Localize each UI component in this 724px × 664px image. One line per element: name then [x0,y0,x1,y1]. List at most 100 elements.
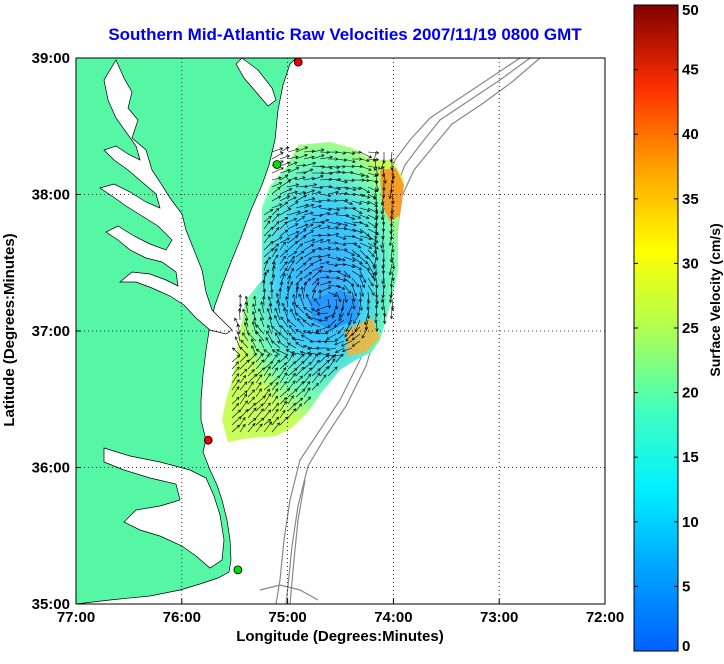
velocity-arrow [351,235,363,241]
velocity-arrow [295,403,302,412]
velocity-arrow [247,381,254,391]
chart-title: Southern Mid-Atlantic Raw Velocities 200… [108,25,582,44]
velocity-arrow [239,400,248,412]
velocity-arrow [319,280,332,286]
velocity-arrow [303,238,316,244]
velocity-arrow [270,288,274,300]
velocity-arrow [303,250,316,258]
velocity-arrow [242,332,249,342]
velocity-arrow [244,301,249,314]
velocity-arrow [343,214,356,220]
velocity-arrow [287,217,298,223]
velocity-arrow [279,397,288,405]
velocity-arrow [343,170,354,175]
velocity-arrow [303,211,314,216]
velocity-arrow [287,230,300,237]
velocity-arrow [279,409,286,419]
velocity-arrow [288,332,297,342]
y-tick-label: 39:00 [32,50,70,67]
velocity-arrow [302,330,313,335]
velocity-arrow [247,369,255,377]
velocity-arrow [279,261,288,272]
velocity-arrow [279,416,289,426]
velocity-arrow [295,397,304,405]
velocity-arrow [340,340,353,347]
velocity-arrow [303,263,314,272]
colorbar-tick-label: 35 [682,191,699,208]
velocity-arrow [271,248,278,258]
velocity-arrow [295,223,309,230]
velocity-arrow [344,326,353,338]
velocity-arrow [276,349,289,356]
velocity-arrow [303,197,316,202]
velocity-arrow [303,176,316,181]
colorbar-tick-label: 25 [682,320,699,337]
velocity-arrow [310,308,321,314]
velocity-arrow [388,235,393,247]
x-tick-label: 75:00 [268,609,306,626]
velocity-arrow [381,298,385,311]
velocity-arrow [351,249,361,258]
velocity-arrow [364,312,369,326]
velocity-arrow [263,208,274,216]
velocity-arrow [271,261,276,272]
velocity-arrow [335,191,349,196]
velocity-arrow [343,200,354,205]
velocity-arrow [239,353,249,363]
velocity-arrow [287,342,297,349]
velocity-arrow [274,307,281,321]
velocity-arrow [335,198,349,202]
velocity-arrow [295,341,305,349]
velocity-arrow [367,242,379,250]
velocity-arrow [303,373,312,384]
velocity-arrow [381,263,386,275]
velocity-arrow [279,154,290,160]
velocity-arrow [380,235,385,249]
velocity-arrow [327,256,342,262]
velocity-arrow [382,312,387,325]
velocity-arrow [287,395,294,405]
velocity-arrow [345,333,353,342]
velocity-arrow [271,422,281,433]
velocity-arrow [263,421,272,433]
velocity-arrow [303,217,316,223]
velocity-arrow [335,242,347,247]
velocity-arrow [287,190,298,195]
velocity-arrow [255,395,266,405]
velocity-arrow [263,215,272,223]
velocity-arrow [231,366,240,377]
velocity-arrow [343,186,357,191]
velocity-arrow [263,388,270,398]
velocity-arrow [331,305,337,319]
velocity-arrow [338,312,345,322]
velocity-arrow [231,361,240,370]
velocity-arrow [279,267,288,279]
velocity-arrow [255,388,262,398]
velocity-arrow [311,220,326,225]
velocity-arrow [263,402,271,412]
velocity-arrow [295,243,303,251]
velocity-arrow [335,270,348,277]
velocity-arrow [253,295,257,307]
velocity-arrow [341,347,353,353]
velocity-arrow [327,226,339,230]
velocity-arrow [292,293,297,307]
velocity-arrow [338,305,345,318]
velocity-arrow [263,260,269,272]
chesapeake-bay [99,59,233,335]
x-tick-label: 76:00 [163,609,201,626]
velocity-arrow [311,278,320,286]
velocity-arrow [295,375,303,384]
colorbar-tick-label: 30 [682,255,699,272]
velocity-arrow [288,324,297,335]
plot-area [75,57,606,605]
velocity-arrow [375,319,379,332]
velocity-arrow [319,218,330,223]
velocity-arrow [237,307,242,321]
x-tick-label: 72:00 [586,609,624,626]
velocity-arrow [287,275,292,286]
velocity-arrow [271,388,279,398]
velocity-arrow [303,183,318,188]
velocity-arrow [287,210,301,216]
velocity-arrow [303,155,315,160]
